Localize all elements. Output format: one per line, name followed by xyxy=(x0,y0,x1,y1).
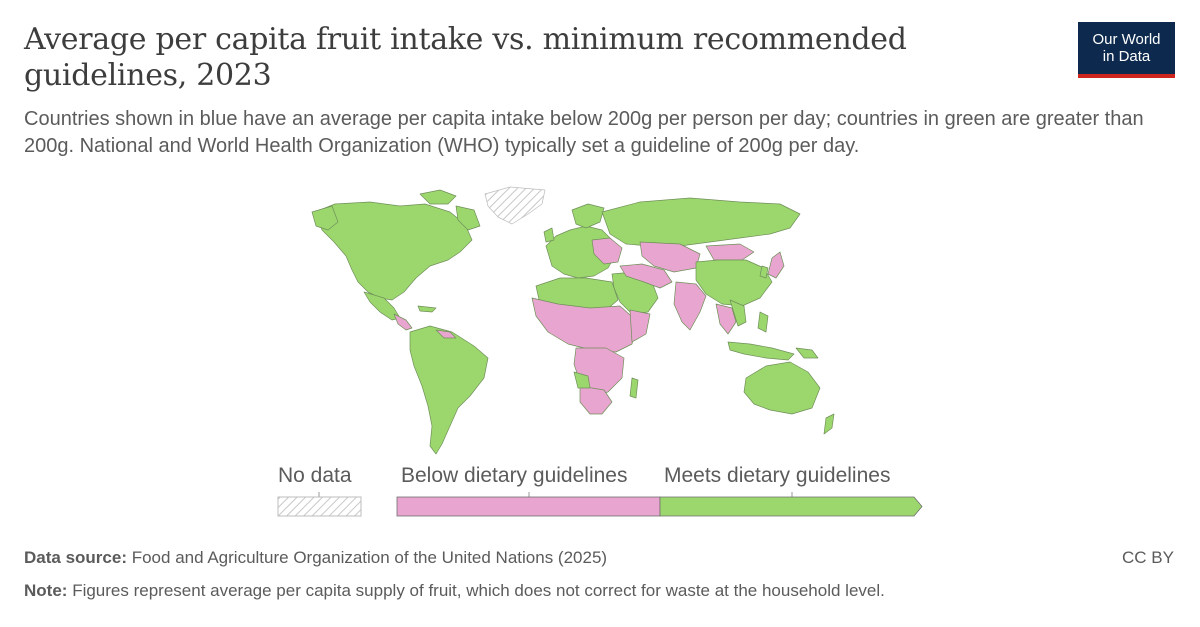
turkey-iran-region xyxy=(619,263,673,289)
legend-meets-label: Meets dietary guidelines xyxy=(664,464,891,487)
legend-no-data-swatch xyxy=(277,496,362,517)
logo-line-1: Our World xyxy=(1092,31,1161,48)
legend-below-swatch xyxy=(396,496,661,517)
indochina-region xyxy=(729,299,747,327)
indonesia-region xyxy=(727,341,795,361)
legend-bar xyxy=(277,492,923,517)
world-map xyxy=(311,186,835,455)
philippines-region xyxy=(757,311,769,333)
note-label: Note: xyxy=(24,581,68,600)
caribbean-region xyxy=(417,305,437,313)
central-america-region xyxy=(393,313,413,331)
alaska-region xyxy=(311,205,339,231)
license-label[interactable]: CC BY xyxy=(1122,548,1174,567)
note-text: Figures represent average per capita sup… xyxy=(72,581,885,600)
greenland-region xyxy=(484,186,546,225)
southeast-asia-region xyxy=(715,303,737,335)
mongolia-region xyxy=(705,243,755,261)
angola-region xyxy=(573,371,591,389)
russia-region xyxy=(601,197,801,247)
chart-title: Average per capita fruit intake vs. mini… xyxy=(24,22,907,93)
logo-line-2: in Data xyxy=(1102,48,1151,65)
scandinavia-region xyxy=(571,203,605,229)
data-source: Data source: Food and Agriculture Organi… xyxy=(24,548,607,568)
new-zealand-region xyxy=(823,413,835,435)
korea-region xyxy=(759,265,769,279)
papua-region xyxy=(795,347,819,359)
legend-no-data-label: No data xyxy=(278,464,352,487)
south-america-region xyxy=(409,325,489,455)
southern-africa-region xyxy=(579,385,613,415)
japan-region xyxy=(767,251,785,279)
owid-logo[interactable]: Our World in Data xyxy=(1078,22,1175,78)
data-source-label: Data source: xyxy=(24,548,127,567)
note: Note: Figures represent average per capi… xyxy=(24,581,885,601)
north-america-region xyxy=(314,201,473,301)
legend-below-label: Below dietary guidelines xyxy=(401,464,628,487)
baffin-island-region xyxy=(455,205,481,231)
sahel-region xyxy=(531,297,639,353)
central-asia-region xyxy=(639,241,701,273)
australia-region xyxy=(743,361,821,415)
data-source-text[interactable]: Food and Agriculture Organization of the… xyxy=(131,548,608,567)
horn-of-africa-region xyxy=(629,309,651,343)
eastern-europe-region xyxy=(591,237,623,265)
venezuela-region xyxy=(435,329,457,339)
uk-region xyxy=(543,227,555,243)
legend-meets-swatch xyxy=(659,496,923,517)
madagascar-region xyxy=(629,377,639,399)
china-region xyxy=(695,259,773,307)
arctic-islands-region xyxy=(419,189,457,205)
india-region xyxy=(673,281,707,331)
chart-subtitle: Countries shown in blue have an average … xyxy=(24,108,1144,157)
